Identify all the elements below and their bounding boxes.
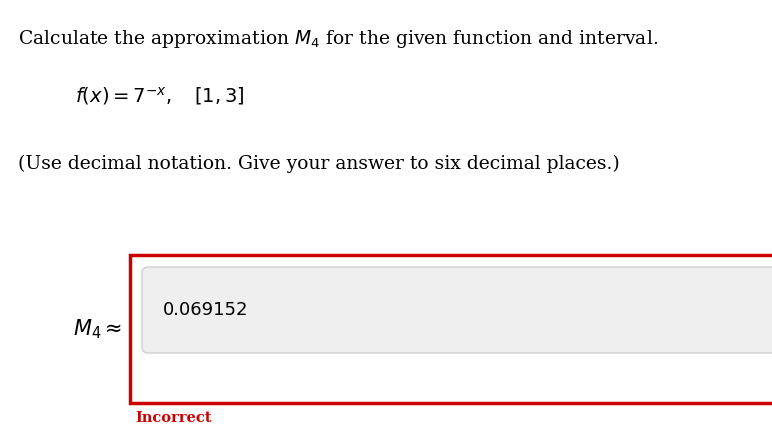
Bar xyxy=(130,255,772,403)
Text: Incorrect: Incorrect xyxy=(135,411,212,425)
Text: (Use decimal notation. Give your answer to six decimal places.): (Use decimal notation. Give your answer … xyxy=(18,155,620,173)
Text: 0.069152: 0.069152 xyxy=(163,301,249,319)
FancyBboxPatch shape xyxy=(142,267,772,353)
Text: $M_4 \approx$: $M_4 \approx$ xyxy=(73,317,122,341)
Text: Calculate the approximation $M_4$ for the given function and interval.: Calculate the approximation $M_4$ for th… xyxy=(18,28,659,50)
Text: $f(x) = 7^{-x}, \quad [1, 3]$: $f(x) = 7^{-x}, \quad [1, 3]$ xyxy=(75,85,245,107)
